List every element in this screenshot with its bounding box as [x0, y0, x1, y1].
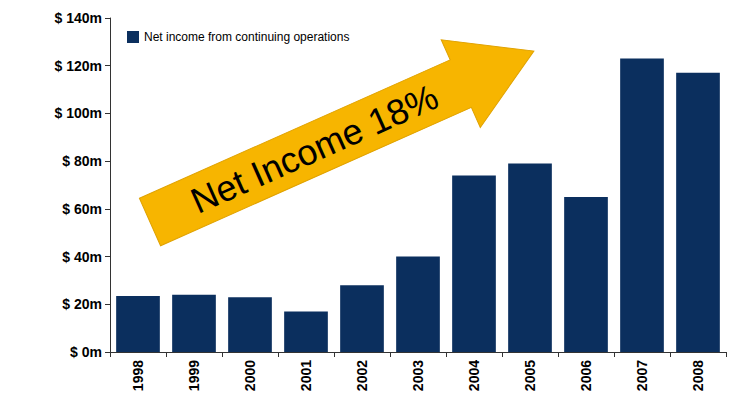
svg-text:$ 0m: $ 0m [70, 344, 102, 360]
svg-text:$ 20m: $ 20m [62, 296, 102, 312]
svg-text:$ 100m: $ 100m [55, 105, 102, 121]
svg-text:2004: 2004 [466, 360, 482, 391]
svg-text:2001: 2001 [298, 360, 314, 391]
svg-text:$ 140m: $ 140m [55, 10, 102, 26]
svg-text:2006: 2006 [578, 360, 594, 391]
svg-text:$ 40m: $ 40m [62, 249, 102, 265]
svg-text:1999: 1999 [186, 360, 202, 391]
svg-text:$ 120m: $ 120m [55, 58, 102, 74]
svg-text:Net Income 18%: Net Income 18% [185, 76, 445, 222]
svg-text:$ 80m: $ 80m [62, 153, 102, 169]
svg-text:2002: 2002 [354, 360, 370, 391]
svg-text:$ 60m: $ 60m [62, 201, 102, 217]
svg-text:2000: 2000 [242, 360, 258, 391]
svg-text:2008: 2008 [690, 360, 706, 391]
svg-text:Net income from continuing ope: Net income from continuing operations [144, 30, 349, 44]
svg-text:1998: 1998 [130, 360, 146, 391]
svg-text:2003: 2003 [410, 360, 426, 391]
svg-text:2007: 2007 [634, 360, 650, 391]
svg-text:2005: 2005 [522, 360, 538, 391]
